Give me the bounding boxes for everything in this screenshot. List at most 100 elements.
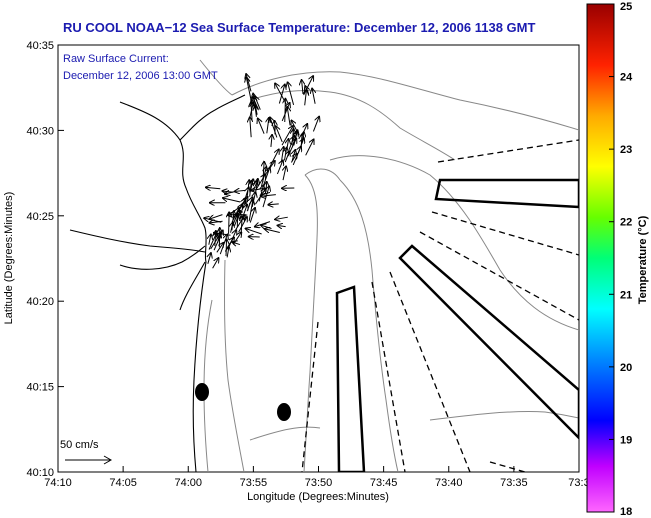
y-axis-label: Latitude (Degrees:Minutes) xyxy=(3,192,15,325)
current-vector-arrow xyxy=(246,77,252,102)
current-vector-arrow xyxy=(268,204,279,205)
contour-south-east xyxy=(429,411,579,421)
current-vector-arrow xyxy=(226,240,227,257)
radar-sector-lines xyxy=(301,139,579,472)
current-vector-arrow xyxy=(225,192,235,194)
contour-south-mid xyxy=(249,426,321,441)
x-tick-label: 74:10 xyxy=(44,477,72,489)
contour-channel-wall-east xyxy=(339,179,399,472)
current-vector-arrow xyxy=(226,238,234,249)
bathymetry-contours xyxy=(199,59,579,472)
y-tick-label: 40:30 xyxy=(26,125,54,137)
coastline-estuary xyxy=(179,261,206,311)
x-tick-label: 73:55 xyxy=(240,477,268,489)
sector-line-4 xyxy=(419,231,579,321)
buoy-dot xyxy=(195,383,209,401)
surface-current-vectors xyxy=(204,74,319,269)
current-vector-arrow xyxy=(252,192,255,208)
current-vector-arrow xyxy=(302,132,304,143)
x-axis-ticks: 74:10 74:05 74:00 73:55 73:50 73:45 73:40 73:35… xyxy=(44,466,590,489)
current-vector-arrow xyxy=(266,182,267,192)
contour-midshelf xyxy=(223,259,245,472)
coastline-inlet xyxy=(69,229,206,253)
sector-outline-northeast xyxy=(434,178,579,209)
buoy-dot xyxy=(277,403,291,421)
current-vector-arrow xyxy=(235,190,246,191)
current-vector-arrow xyxy=(288,82,295,106)
contour-channel-north xyxy=(249,89,456,161)
colorbar-ticks: 25 24 23 22 21 20 19 18 xyxy=(609,1,633,518)
colorbar-tick-label: 25 xyxy=(620,1,632,13)
current-vector-arrow xyxy=(290,154,296,163)
x-tick-label: 73:35 xyxy=(500,477,528,489)
map-plot-area: Raw Surface Current: December 12, 2006 1… xyxy=(57,44,580,473)
current-vector-arrow xyxy=(287,107,290,126)
current-vector-arrow xyxy=(312,117,319,132)
y-tick-label: 40:25 xyxy=(26,211,54,223)
x-tick-label: 73:50 xyxy=(305,477,333,489)
colorbar-gradient xyxy=(586,3,615,513)
x-tick-label: 74:05 xyxy=(109,477,137,489)
current-vector-arrow xyxy=(223,198,241,203)
current-vector-arrow xyxy=(281,126,293,146)
current-vector-arrow xyxy=(305,139,314,156)
current-vector-arrow xyxy=(232,214,237,227)
current-vector-arrow xyxy=(251,188,264,190)
coastline xyxy=(69,94,246,472)
sector-outline-east xyxy=(398,244,579,440)
x-axis-label: Longitude (Degrees:Minutes) xyxy=(247,491,389,503)
colorbar-label: Temperature (°C) xyxy=(637,215,649,304)
current-vector-arrow xyxy=(275,217,288,219)
radar-sector-outlines xyxy=(335,178,579,472)
current-vector-arrow xyxy=(271,135,272,147)
y-tick-label: 40:10 xyxy=(26,467,54,479)
current-vector-arrow xyxy=(258,119,265,134)
current-vector-arrow xyxy=(305,89,307,106)
figure-title: RU COOL NOAA−12 Sea Surface Temperature:… xyxy=(63,20,535,35)
current-vector-arrow xyxy=(228,214,238,215)
current-vector-arrow xyxy=(265,229,280,234)
current-vector-arrow xyxy=(214,233,231,235)
current-vector-arrow xyxy=(210,214,223,219)
legend-current-time: December 12, 2006 13:00 GMT xyxy=(63,70,218,82)
scale-arrow xyxy=(65,455,113,465)
current-vector-arrow xyxy=(284,151,289,163)
current-vector-arrow xyxy=(227,247,229,258)
current-vector-arrow xyxy=(246,74,252,92)
colorbar-tick-label: 23 xyxy=(620,144,632,156)
current-vector-arrow xyxy=(260,167,266,187)
current-vector-arrow xyxy=(238,217,247,233)
colorbar-tick-label: 18 xyxy=(620,506,632,518)
colorbar-tick-label: 21 xyxy=(620,289,632,301)
sector-line-6 xyxy=(437,139,579,163)
current-vector-arrow xyxy=(278,225,286,226)
colorbar-tick-label: 20 xyxy=(620,362,632,374)
current-vector-arrow xyxy=(278,85,284,104)
y-tick-label: 40:20 xyxy=(26,296,54,308)
current-vector-arrow xyxy=(232,242,241,244)
current-vector-arrow xyxy=(302,80,303,95)
current-vector-arrow xyxy=(204,218,222,223)
current-vector-arrow xyxy=(305,86,309,96)
y-tick-label: 40:15 xyxy=(26,382,54,394)
scale-arrow-label: 50 cm/s xyxy=(60,439,99,451)
temperature-colorbar: 25 24 23 22 21 20 19 18 Temperature (°C) xyxy=(586,1,649,518)
sector-outline-south xyxy=(335,285,366,472)
current-vector-arrow xyxy=(216,243,223,253)
current-vector-arrow xyxy=(246,229,262,235)
current-vector-arrow xyxy=(255,106,256,117)
current-vector-arrow xyxy=(261,192,271,195)
sector-line-7 xyxy=(489,461,526,472)
legend-current-label: Raw Surface Current: xyxy=(63,53,169,65)
x-tick-label: 73:3 xyxy=(568,477,589,489)
current-vector-arrow xyxy=(255,221,271,227)
colorbar-tick-label: 24 xyxy=(620,72,633,84)
current-vector-arrow xyxy=(283,166,286,181)
current-vector-arrow xyxy=(250,117,251,138)
colorbar-tick-label: 22 xyxy=(620,217,632,229)
current-vector-arrow xyxy=(276,126,283,143)
sector-line-5 xyxy=(431,211,579,256)
contour-channel-head xyxy=(304,168,341,181)
current-vector-arrow xyxy=(312,89,315,104)
